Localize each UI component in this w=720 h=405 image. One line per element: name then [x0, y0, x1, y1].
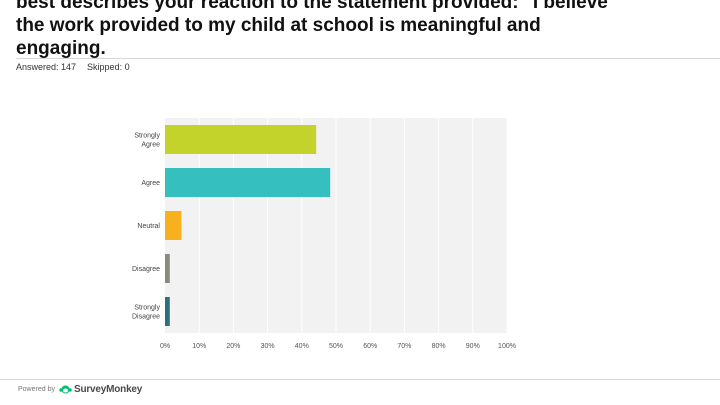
- surveymonkey-logo: SurveyMonkey: [59, 384, 142, 395]
- footer-divider: [0, 379, 720, 380]
- monkey-logo-icon: [59, 385, 72, 394]
- bar-neutral: [165, 211, 182, 240]
- x-tick-label: 60%: [363, 343, 377, 350]
- question-line-1: best describes your reaction to the stat…: [16, 0, 608, 13]
- category-label: Agree: [141, 180, 160, 187]
- powered-by-text: Powered by: [18, 386, 55, 393]
- answered-count: Answered: 147: [16, 62, 77, 72]
- header-divider: [16, 58, 720, 59]
- x-tick-label: 30%: [261, 343, 275, 350]
- category-label: Agree: [141, 142, 160, 149]
- x-tick-label: 90%: [466, 343, 480, 350]
- x-tick-label: 40%: [295, 343, 309, 350]
- category-label: Disagree: [132, 314, 160, 321]
- category-label: Strongly: [134, 133, 160, 140]
- question-line-3: engaging.: [16, 38, 106, 59]
- x-tick-label: 0%: [160, 343, 170, 350]
- x-tick-label: 10%: [192, 343, 206, 350]
- x-tick-label: 50%: [329, 343, 343, 350]
- x-tick-label: 100%: [498, 343, 516, 350]
- question-line-2: the work provided to my child at school …: [16, 15, 541, 36]
- bar-agree: [165, 168, 331, 197]
- bar-chart: 0% 10% 20% 30% 40% 50% 60% 70% 80% 90% 100% Strongl…: [132, 118, 516, 350]
- category-label: Strongly: [134, 305, 160, 312]
- bar-disagree: [165, 254, 170, 283]
- category-label: Disagree: [132, 266, 160, 273]
- skipped-count: Skipped: 0: [87, 62, 130, 72]
- bar-strongly-agree: [165, 125, 317, 154]
- x-tick-label: 20%: [226, 343, 240, 350]
- x-tick-label: 70%: [397, 343, 411, 350]
- bar-strongly-disagree: [165, 297, 170, 326]
- response-stats: Answered: 147 Skipped: 0: [16, 62, 130, 72]
- brand-name: SurveyMonkey: [73, 384, 143, 395]
- x-tick-label: 80%: [432, 343, 446, 350]
- footer: Powered by SurveyMonkey: [18, 384, 142, 395]
- category-label: Neutral: [137, 223, 160, 230]
- question-title: best describes your reaction to the stat…: [16, 0, 706, 60]
